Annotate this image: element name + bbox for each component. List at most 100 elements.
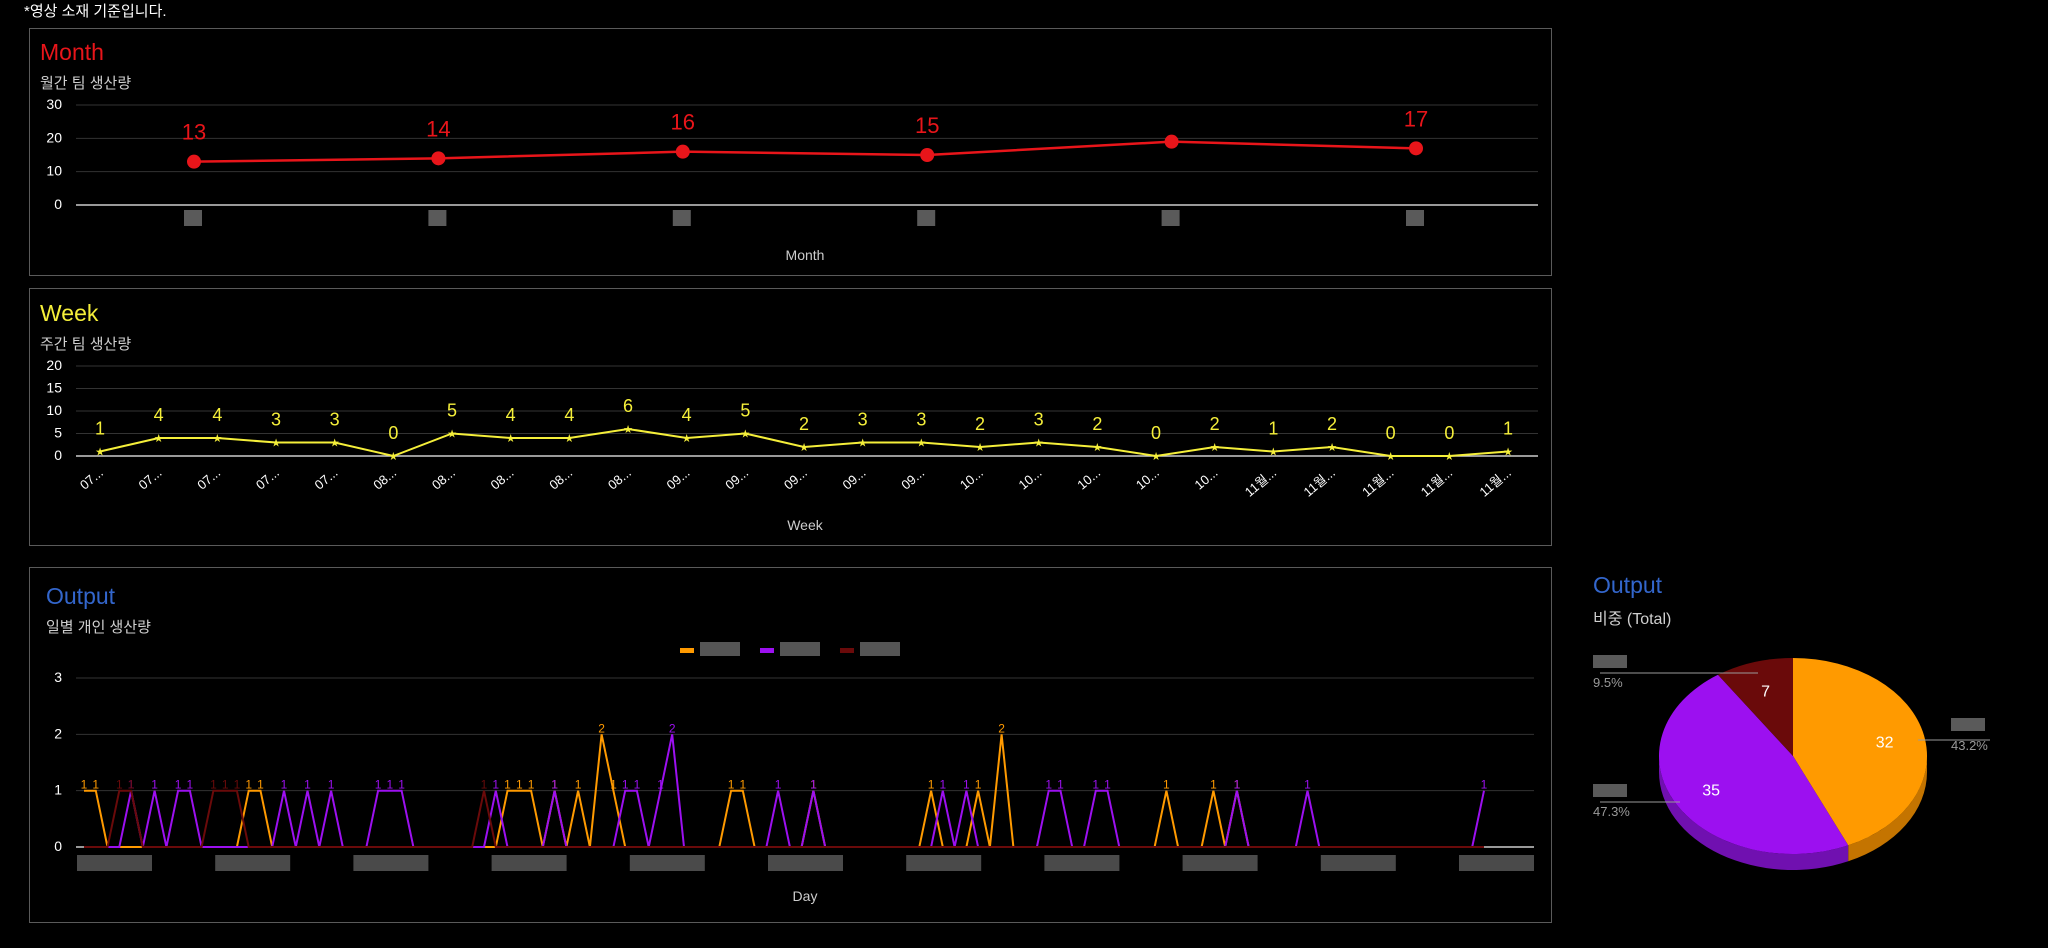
pie-slice-percent-label: 9.5% [1593, 675, 1623, 690]
output-data-label: 1 [481, 778, 488, 792]
week-point: ★ [330, 438, 340, 450]
output-data-label: 1 [739, 778, 746, 792]
pie-slice-side-orange [1848, 756, 1927, 862]
week-chart-subtitle: 주간 팀 생산량 [40, 336, 132, 353]
output-data-label: 1 [128, 778, 135, 792]
week-data-label: 3 [1034, 410, 1044, 430]
output-data-label: 1 [234, 778, 241, 792]
week-point: ★ [1210, 442, 1220, 454]
week-category-label: 10... [1133, 465, 1162, 493]
month-series-line [193, 140, 1417, 163]
month-category-label-redacted [184, 210, 202, 226]
week-data-label: 4 [506, 405, 516, 425]
week-category-label: 09... [664, 465, 693, 493]
month-category-label-redacted [1406, 210, 1424, 226]
week-point: ★ [916, 438, 926, 450]
week-data-label: 6 [623, 396, 633, 416]
week-data-label: 2 [975, 414, 985, 434]
output-data-label: 1 [492, 778, 499, 792]
week-point: ★ [1503, 447, 1513, 459]
output-data-label: 1 [622, 778, 629, 792]
week-data-label: 1 [95, 419, 105, 439]
output-data-label: 1 [1104, 778, 1111, 792]
y-tick-label: 0 [54, 838, 62, 854]
month-chart-title: Month [40, 39, 104, 65]
y-tick-label: 10 [46, 163, 62, 179]
pie-slice-value-label: 35 [1702, 782, 1720, 799]
week-chart-title: Week [40, 300, 99, 326]
output-data-label: 1 [81, 778, 88, 792]
week-category-label: 08... [488, 465, 517, 493]
week-point: ★ [1151, 451, 1161, 463]
week-data-label: 4 [682, 405, 692, 425]
week-category-label: 09... [781, 465, 810, 493]
week-point: ★ [1268, 447, 1278, 459]
week-point: ★ [682, 433, 692, 445]
output-data-label: 1 [575, 778, 582, 792]
week-data-label: 2 [1210, 414, 1220, 434]
output-data-label: 1 [222, 778, 229, 792]
daily-output-title: Output [46, 583, 116, 609]
y-tick-label: 1 [54, 782, 62, 798]
output-data-label: 1 [175, 778, 182, 792]
week-category-label: 11월... [1242, 465, 1279, 500]
week-category-label: 09... [840, 465, 869, 493]
output-data-label: 1 [963, 778, 970, 792]
month-data-label: 13 [182, 120, 206, 145]
output-data-label: 1 [1163, 778, 1170, 792]
output-data-label: 1 [151, 778, 158, 792]
y-tick-label: 3 [54, 669, 62, 685]
output-data-label: 1 [1045, 778, 1052, 792]
output-data-label: 1 [939, 778, 946, 792]
week-category-label: 07... [312, 465, 341, 493]
week-point: ★ [1386, 451, 1396, 463]
output-data-label: 1 [375, 778, 382, 792]
day-category-label-redacted [629, 855, 705, 871]
output-data-label: 1 [1234, 778, 1241, 792]
output-data-label: 1 [245, 778, 252, 792]
day-category-label-redacted [353, 855, 429, 871]
pie-slice-percent-label: 47.3% [1593, 804, 1630, 819]
week-data-label: 3 [858, 410, 868, 430]
output-data-label: 1 [504, 778, 511, 792]
output-data-label: 1 [1092, 778, 1099, 792]
week-category-label: 07... [253, 465, 282, 493]
week-point: ★ [1034, 438, 1044, 450]
week-point: ★ [799, 442, 809, 454]
legend-swatch-darkred [840, 648, 854, 653]
output-data-label: 1 [1234, 778, 1241, 792]
week-point: ★ [388, 451, 398, 463]
output-data-label: 1 [281, 778, 288, 792]
month-data-label: 14 [426, 116, 450, 141]
week-category-label: 08... [370, 465, 399, 493]
pie-slice-name-redacted [1593, 655, 1627, 668]
month-data-label: 16 [671, 110, 695, 135]
month-category-label-redacted [1161, 210, 1180, 226]
daily-output-subtitle: 일별 개인 생산량 [46, 619, 151, 636]
week-data-label: 0 [1386, 423, 1396, 443]
week-point: ★ [1092, 442, 1102, 454]
pie-slice-name-redacted [1951, 718, 1985, 731]
output-data-label: 1 [387, 778, 394, 792]
week-category-label: 11월... [1300, 465, 1337, 500]
output-data-label: 1 [975, 778, 982, 792]
day-category-label-redacted [491, 855, 567, 871]
legend-label-redacted [700, 642, 740, 656]
month-point [187, 154, 201, 169]
y-tick-label: 30 [46, 96, 62, 112]
legend-swatch-purple [760, 648, 774, 653]
week-point: ★ [212, 433, 222, 445]
week-category-label: 09... [722, 465, 751, 493]
output-data-label: 1 [128, 778, 135, 792]
output-data-label: 1 [1210, 778, 1217, 792]
week-data-label: 4 [564, 405, 574, 425]
output-data-label: 1 [516, 778, 523, 792]
legend-label-redacted [860, 642, 900, 656]
week-point: ★ [271, 438, 281, 450]
week-category-label: 07... [77, 465, 106, 493]
week-chart-panel [29, 288, 1552, 546]
output-data-label: 1 [928, 778, 935, 792]
week-data-label: 5 [447, 401, 457, 421]
day-category-label-redacted [1320, 855, 1396, 871]
output-data-label: 1 [116, 778, 123, 792]
